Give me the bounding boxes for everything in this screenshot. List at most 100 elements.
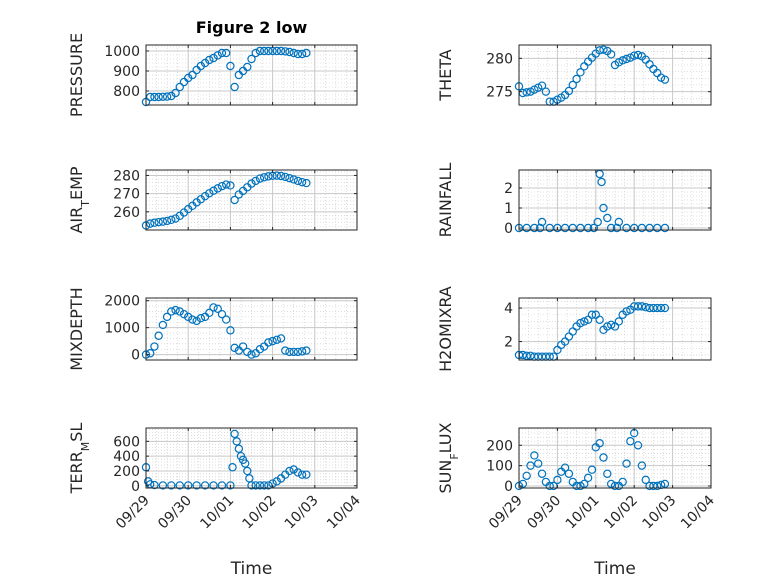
data-point xyxy=(285,173,294,183)
y-tick-label: 800 xyxy=(113,84,140,100)
data-point xyxy=(238,342,248,351)
data-point xyxy=(564,469,574,478)
data-point xyxy=(251,481,260,490)
y-tick-label: 260 xyxy=(113,205,140,221)
data-point xyxy=(276,171,286,181)
data-point xyxy=(281,172,290,182)
data-point xyxy=(276,46,286,56)
data-point xyxy=(606,320,616,330)
data-point xyxy=(243,466,252,476)
data-point xyxy=(583,223,593,233)
data-point xyxy=(243,62,252,72)
data-point xyxy=(217,481,227,490)
data-point xyxy=(612,223,622,233)
y-tick-label: 400 xyxy=(113,449,140,465)
data-point xyxy=(633,441,643,450)
data-point xyxy=(622,459,631,468)
y-tick-label: 275 xyxy=(486,85,513,101)
data-point xyxy=(289,175,298,184)
data-point xyxy=(572,481,581,491)
data-point xyxy=(593,217,602,227)
subplot-pressure: 800 900 1000 PRESSURE Figure 2 low xyxy=(67,18,358,117)
data-point xyxy=(660,303,670,313)
y-tick-label: 4 xyxy=(504,301,513,317)
data-point xyxy=(146,219,155,228)
data-point xyxy=(264,338,273,347)
data-point xyxy=(171,214,180,223)
data-point xyxy=(255,345,265,354)
data-point xyxy=(293,347,303,357)
data-point xyxy=(259,46,269,56)
data-point xyxy=(200,481,210,490)
data-point xyxy=(535,223,545,233)
data-point xyxy=(297,49,307,59)
data-point xyxy=(196,314,206,323)
data-point xyxy=(162,312,172,322)
y-tick-label: 280 xyxy=(113,168,140,184)
data-point xyxy=(175,82,184,92)
data-point xyxy=(209,186,218,195)
data-point xyxy=(606,223,616,233)
data-point xyxy=(217,181,227,191)
data-point xyxy=(154,331,163,340)
data-point xyxy=(622,54,631,64)
data-point xyxy=(599,45,608,54)
data-point xyxy=(603,469,612,478)
data-point xyxy=(576,318,585,328)
data-point xyxy=(226,326,235,335)
x-axis-label: Time xyxy=(230,559,273,579)
y-tick-label: 200 xyxy=(486,438,513,454)
data-point xyxy=(205,55,214,65)
data-point xyxy=(289,347,298,357)
data-point xyxy=(171,305,180,315)
y-tick-label: 0 xyxy=(131,479,140,495)
data-point xyxy=(618,56,627,65)
data-point xyxy=(192,316,201,326)
data-point xyxy=(530,451,539,460)
data-point xyxy=(289,465,298,474)
data-point xyxy=(183,481,193,490)
x-axis-label: Time xyxy=(593,559,636,579)
data-point xyxy=(205,189,214,198)
data-point xyxy=(247,54,256,64)
data-point xyxy=(146,349,155,358)
data-point xyxy=(150,342,159,351)
data-point xyxy=(537,81,547,90)
data-point xyxy=(230,429,239,439)
y-axis-label: SUNFLUX xyxy=(436,422,461,493)
data-point xyxy=(285,347,294,357)
data-point xyxy=(154,92,163,102)
data-point xyxy=(150,480,159,490)
y-tick-label: 1000 xyxy=(104,44,140,60)
data-point xyxy=(243,347,252,357)
data-point xyxy=(603,213,612,223)
data-point xyxy=(255,481,265,490)
data-point xyxy=(268,336,277,346)
data-point xyxy=(264,481,273,490)
data-point xyxy=(167,215,176,225)
data-point xyxy=(213,304,222,313)
data-point xyxy=(146,92,155,102)
subplot-h2omixra: 2 4 H2OMIXRA xyxy=(436,286,712,372)
data-point xyxy=(179,309,189,319)
data-point xyxy=(587,465,597,474)
data-point xyxy=(150,92,159,102)
axes-box xyxy=(145,297,358,361)
data-point xyxy=(537,469,547,478)
data-point xyxy=(255,46,265,56)
y-tick-label: 2000 xyxy=(104,294,140,310)
data-point xyxy=(589,223,599,233)
data-point xyxy=(618,477,627,487)
data-point xyxy=(240,459,250,468)
data-point xyxy=(183,312,193,322)
data-point xyxy=(285,466,294,476)
y-tick-label: 100 xyxy=(486,459,513,475)
axes-box xyxy=(145,427,358,489)
y-tick-label: 1000 xyxy=(104,321,140,337)
subplot-sun_flux: 010020009/2909/3010/0110/0210/0310/04SUN… xyxy=(436,422,718,532)
data-point xyxy=(167,307,176,316)
data-point xyxy=(660,223,670,233)
data-point xyxy=(633,50,643,60)
data-point xyxy=(297,177,307,187)
data-point xyxy=(221,180,231,189)
